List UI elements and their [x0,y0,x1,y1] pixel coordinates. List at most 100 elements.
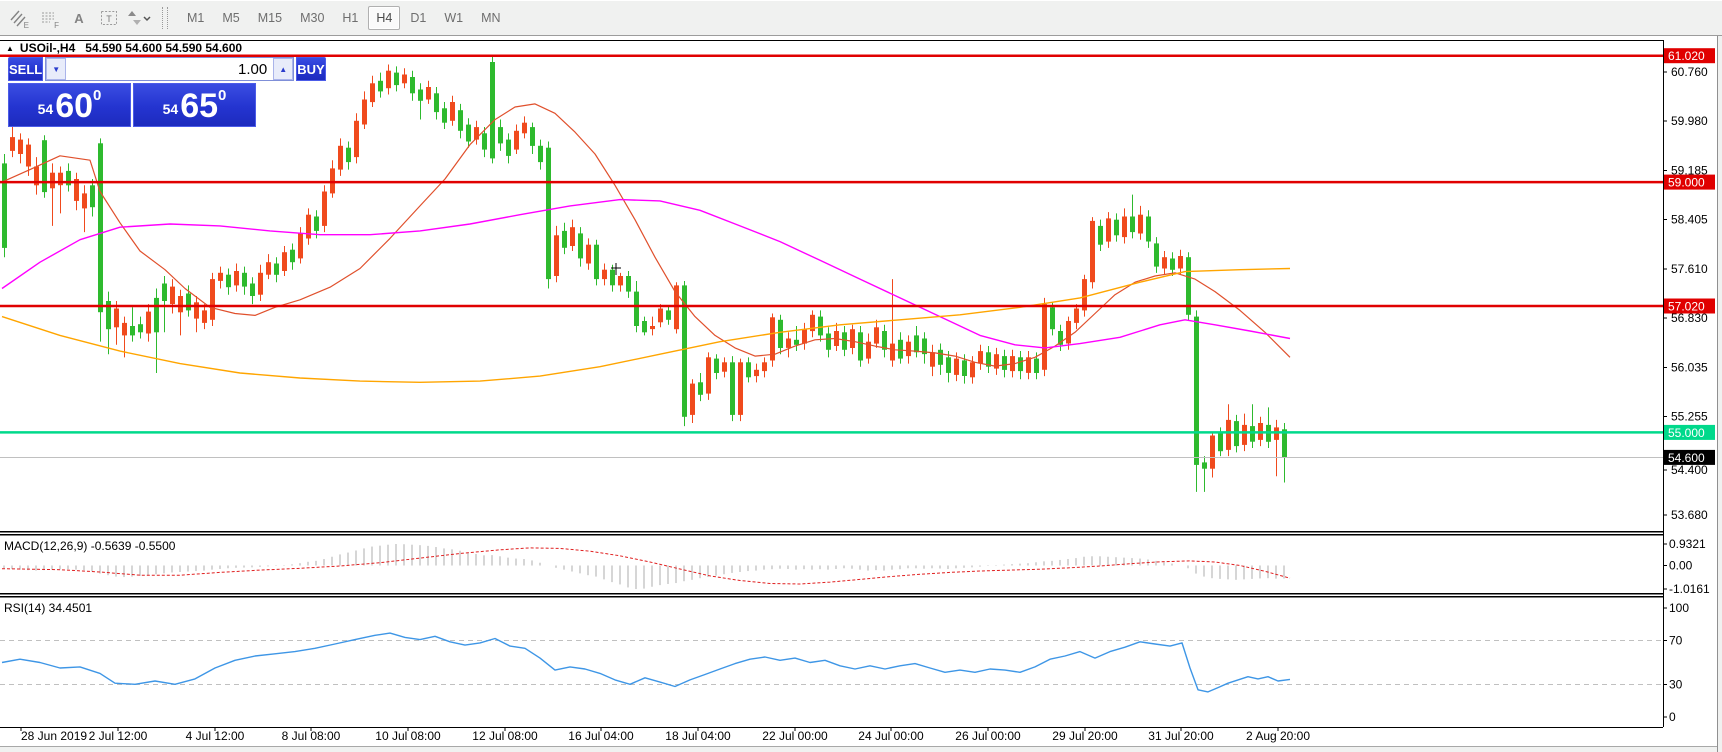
candle [82,193,87,209]
candle [1210,435,1215,469]
candle [1162,257,1167,269]
macd-header-label: MACD(12,26,9) -0.5639 -0.5500 [4,539,176,553]
candle [146,311,151,334]
timeframe-button-H1[interactable]: H1 [342,10,359,25]
candle [338,145,343,170]
candle [938,349,943,365]
candle [930,352,935,367]
date-axis-label: 28 Jun 2019 [21,729,87,743]
sell-price-big-digits: 60 [55,87,94,125]
candle [178,296,183,313]
candle [74,179,79,201]
candle [274,263,279,275]
price-badge-label: 61.020 [1668,49,1705,63]
candle [1018,357,1023,372]
candle [354,120,359,158]
candle [450,102,455,121]
timeframe-button-MN[interactable]: MN [481,10,501,25]
toolbar-grip[interactable] [162,6,168,29]
candle [1242,424,1247,445]
price-badge-label: 57.020 [1668,300,1705,314]
candle [594,244,599,280]
candle [610,269,615,286]
candle [290,249,295,263]
candle [1250,426,1255,442]
candle [898,339,903,359]
sell-button[interactable]: SELL [8,57,44,81]
candle [650,326,655,330]
candle [658,308,663,323]
date-axis-label: 8 Jul 08:00 [282,729,341,743]
timeframe-button-W1[interactable]: W1 [444,10,464,25]
candle [42,140,47,193]
candle [458,110,463,131]
candle [994,354,999,369]
fibonacci-retracement-tool-icon[interactable]: F [34,4,64,32]
timeframe-button-H4[interactable]: H4 [368,5,401,30]
text-box-tool-icon[interactable]: T [94,4,124,32]
candle [906,341,911,357]
volume-decrease-button[interactable]: ▼ [46,58,67,80]
candle [762,362,767,372]
candle [1082,279,1087,311]
price-axis-label: 55.255 [1671,409,1708,423]
window-bottom-edge [0,747,1717,752]
candle [58,172,63,186]
candle [370,83,375,103]
candle [306,214,311,239]
candle [778,319,783,348]
text-label-tool-icon[interactable]: A [64,4,94,32]
candle [410,77,415,94]
candle [618,276,623,286]
buy-price-button[interactable]: 54 65 0 [133,83,256,127]
price-badge [1664,298,1715,314]
ma-slow-orange [1,267,1291,383]
timeframe-button-M1[interactable]: M1 [187,10,205,25]
candle [810,314,815,332]
arrange-arrows-tool-icon[interactable] [124,4,154,32]
collapse-panel-icon[interactable]: ▲ [6,43,14,53]
candle [770,317,775,361]
rsi-header-label: RSI(14) 34.4501 [4,601,92,615]
date-axis-label: 31 Jul 20:00 [1148,729,1214,743]
candle [378,80,383,92]
volume-input[interactable] [66,58,274,80]
candle [10,137,15,151]
timeframe-button-M5[interactable]: M5 [222,10,240,25]
date-axis-label: 24 Jul 00:00 [858,729,924,743]
price-axis-label: 60.760 [1671,65,1708,79]
candle [1106,218,1111,242]
candle [66,170,71,186]
candle [210,279,215,320]
equidistant-channel-tool-icon[interactable]: E [4,4,34,32]
sell-price-whole: 54 [37,101,54,117]
candle [258,272,263,295]
candle [418,89,423,101]
candle [1170,258,1175,270]
candle [746,362,751,378]
candle [546,147,551,280]
rsi-line [1,632,1291,693]
candle [226,274,231,288]
date-axis-label: 10 Jul 08:00 [375,729,441,743]
candle [490,62,495,159]
candle [682,285,687,417]
sell-price-button[interactable]: 54 60 0 [8,83,131,127]
buy-button[interactable]: BUY [296,57,326,81]
candle [1122,216,1127,238]
candle [842,332,847,350]
candle [386,70,391,89]
volume-increase-button[interactable]: ▲ [273,58,294,80]
timeframe-button-M15[interactable]: M15 [257,10,283,25]
candle [962,360,967,376]
price-axis-label: 58.405 [1671,212,1708,226]
chart-header: ▲ USOil-,H4 54.590 54.600 54.590 54.600 [6,41,242,55]
candle [106,301,111,330]
candle [1226,419,1231,450]
timeframe-button-D1[interactable]: D1 [410,10,427,25]
candle [698,382,703,395]
macd-signal-line [1,547,1291,585]
timeframe-button-M30[interactable]: M30 [300,10,325,25]
